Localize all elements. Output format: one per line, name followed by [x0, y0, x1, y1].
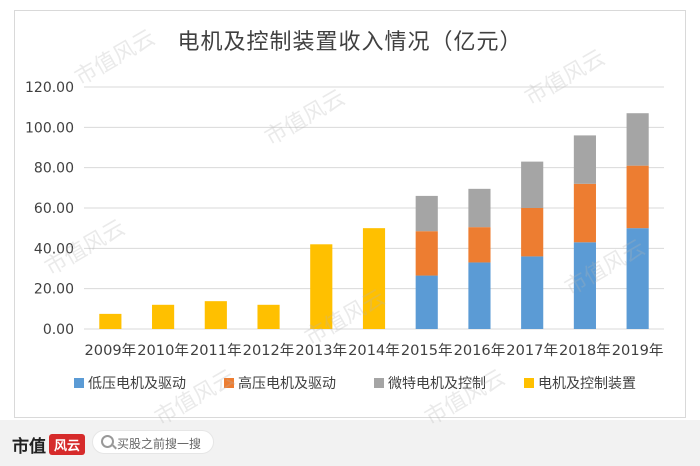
x-tick-label: 2010年 [137, 343, 189, 359]
legend-swatch [524, 378, 534, 388]
bar-segment [415, 231, 438, 276]
bar-segment [415, 195, 438, 232]
bar-segment [152, 304, 175, 329]
bar-segment [204, 301, 227, 329]
bar-segment [626, 113, 649, 166]
y-tick-label: 100.00 [25, 120, 74, 136]
y-tick-label: 20.00 [34, 282, 74, 298]
bar-segment [626, 228, 649, 329]
legend-swatch [374, 378, 384, 388]
bar-segment [573, 242, 596, 329]
x-tick-label: 2009年 [85, 343, 137, 359]
y-tick-label: 40.00 [34, 241, 74, 257]
search-icon [101, 435, 114, 448]
bar-chart: 0.00 20.00 40.00 60.00 80.00 100.00 120.00 2009… [25, 80, 664, 392]
y-tick-label: 0.00 [43, 322, 74, 338]
x-tick-label: 2012年 [243, 343, 295, 359]
bar-segment [521, 208, 544, 257]
bar-segment [468, 188, 491, 228]
brand-text: 市值 [12, 437, 46, 457]
bar-segment [626, 165, 649, 229]
bar-segment [468, 262, 491, 329]
x-tick-label: 2011年 [190, 343, 242, 359]
x-tick-label: 2015年 [401, 343, 453, 359]
bar-segment [573, 183, 596, 243]
legend-swatch [224, 378, 234, 388]
footer-bar: 市值 风云 买股之前搜一搜 [0, 420, 700, 466]
legend-label: 低压电机及驱动 [88, 376, 186, 392]
x-tick-label: 2019年 [612, 343, 664, 359]
y-tick-label: 80.00 [34, 161, 74, 177]
brand-logo[interactable]: 市值 风云 [12, 432, 86, 457]
y-tick-label: 60.00 [34, 201, 74, 217]
x-tick-label: 2016年 [454, 343, 506, 359]
bar-segment [415, 275, 438, 329]
search-box[interactable]: 买股之前搜一搜 [92, 430, 214, 454]
x-tick-label: 2013年 [295, 343, 347, 359]
bar-segment [521, 161, 544, 208]
brand-mark: 风云 [49, 434, 86, 455]
legend-swatch [74, 378, 84, 388]
bar-segment [573, 135, 596, 184]
y-tick-label: 120.00 [25, 80, 74, 96]
bar-segment [99, 313, 122, 329]
bar-segment [310, 244, 333, 329]
bar-segment [362, 228, 386, 329]
x-tick-label: 2014年 [348, 343, 400, 359]
x-tick-label: 2017年 [506, 343, 558, 359]
bar-segment [521, 256, 544, 329]
legend-label: 微特电机及控制 [388, 376, 486, 392]
x-tick-label: 2018年 [559, 343, 611, 359]
legend-label: 高压电机及驱动 [238, 375, 336, 392]
search-placeholder: 买股之前搜一搜 [117, 437, 202, 451]
chart-title: 电机及控制装置收入情况（亿元） [177, 30, 523, 55]
bar-segment [257, 304, 280, 329]
legend-label: 电机及控制装置 [538, 376, 636, 392]
bar-segment [468, 227, 491, 263]
